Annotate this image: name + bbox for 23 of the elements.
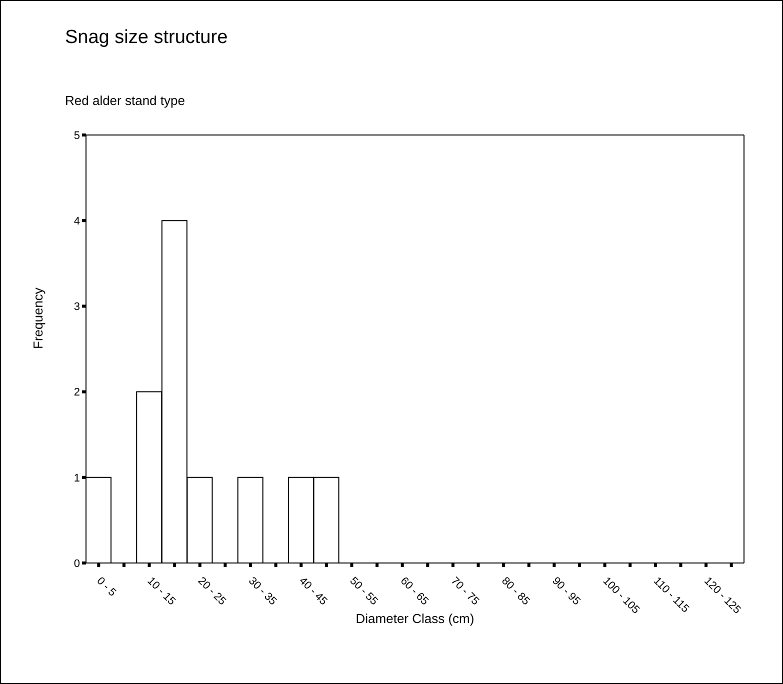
x-tick-label: 120 - 125 — [702, 574, 743, 616]
x-tick-label: 30 - 35 — [246, 574, 279, 608]
x-tick-label: 70 - 75 — [448, 574, 482, 608]
y-tick-label: 0 — [74, 558, 80, 570]
y-tick-label: 5 — [74, 130, 80, 142]
x-axis-title: Diameter Class (cm) — [356, 611, 474, 626]
y-tick-label: 4 — [74, 216, 80, 228]
y-tick-label: 1 — [74, 472, 80, 484]
x-tick-label: 20 - 25 — [195, 574, 228, 608]
x-tick-label: 0 - 5 — [94, 574, 118, 600]
x-tick-label: 90 - 95 — [550, 574, 582, 608]
x-tick-label: 10 - 15 — [144, 574, 178, 608]
chart-title: Snag size structure — [65, 27, 228, 49]
x-tick-label: 60 - 65 — [398, 574, 431, 608]
x-tick-label: 100 - 105 — [600, 574, 642, 616]
x-tick-label: 110 - 115 — [650, 574, 692, 616]
chart-subtitle: Red alder stand type — [65, 93, 185, 108]
x-tick-label: 40 - 45 — [296, 574, 330, 608]
x-tick-label: 80 - 85 — [499, 574, 532, 608]
y-axis-title: Frequency — [30, 287, 46, 349]
y-tick-label: 3 — [74, 301, 80, 314]
y-tick-label: 2 — [74, 386, 80, 399]
x-tick-label: 50 - 55 — [347, 574, 380, 608]
